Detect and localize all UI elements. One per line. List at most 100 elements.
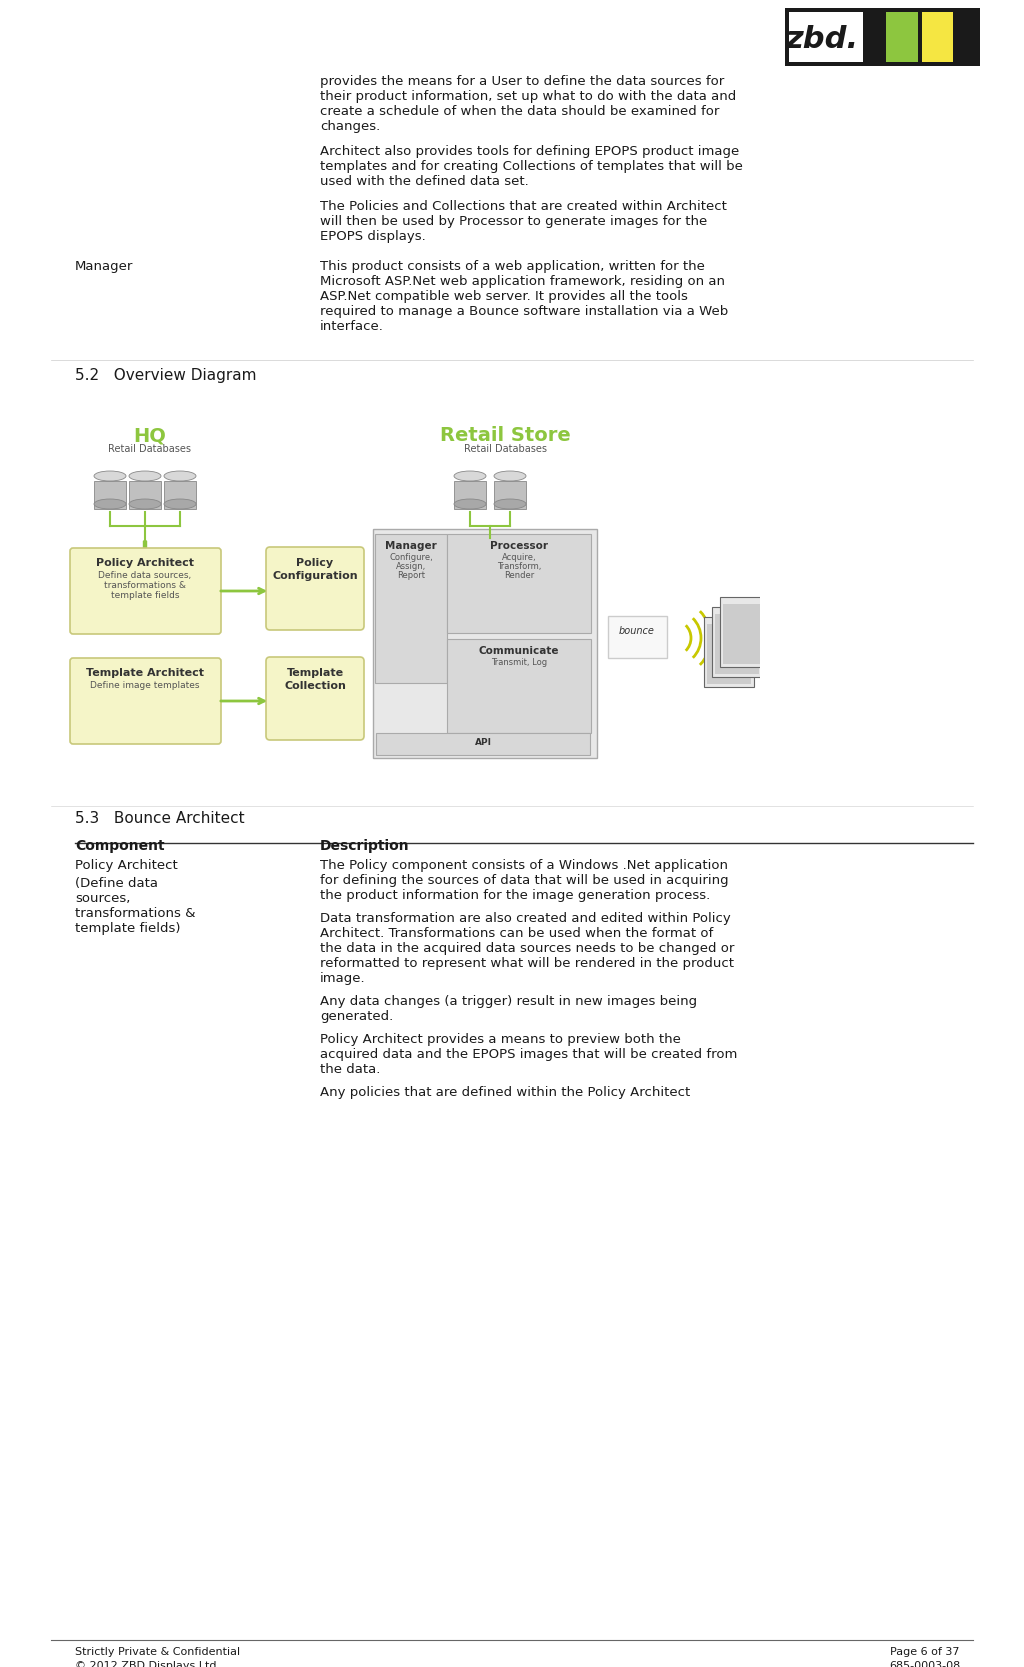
Text: Define data sources,: Define data sources, — [98, 572, 191, 580]
Text: Page 6 of 37: Page 6 of 37 — [891, 1647, 961, 1657]
Text: The Policies and Collections that are created within Architect: The Policies and Collections that are cr… — [319, 200, 727, 213]
Text: Architect. Transformations can be used when the format of: Architect. Transformations can be used w… — [319, 927, 714, 940]
Text: Configure,: Configure, — [389, 553, 433, 562]
Ellipse shape — [164, 472, 196, 482]
Text: create a schedule of when the data should be examined for: create a schedule of when the data shoul… — [319, 105, 720, 118]
FancyBboxPatch shape — [266, 547, 364, 630]
Text: ASP.Net compatible web server. It provides all the tools: ASP.Net compatible web server. It provid… — [319, 290, 688, 303]
Text: their product information, set up what to do with the data and: their product information, set up what t… — [319, 90, 736, 103]
Bar — [494, 482, 526, 508]
Text: Policy Architect: Policy Architect — [75, 859, 178, 872]
Text: acquired data and the EPOPS images that will be created from: acquired data and the EPOPS images that … — [319, 1049, 737, 1060]
Text: the data.: the data. — [319, 1064, 380, 1075]
FancyBboxPatch shape — [608, 617, 667, 658]
Bar — [715, 613, 759, 673]
Text: changes.: changes. — [319, 120, 380, 133]
Text: 685-0003-08: 685-0003-08 — [889, 1660, 961, 1667]
FancyBboxPatch shape — [376, 733, 590, 755]
Text: image.: image. — [319, 972, 366, 985]
Text: transformations &: transformations & — [104, 582, 186, 590]
Text: This product consists of a web application, written for the: This product consists of a web applicati… — [319, 260, 705, 273]
Text: required to manage a Bounce software installation via a Web: required to manage a Bounce software ins… — [319, 305, 728, 318]
FancyBboxPatch shape — [70, 548, 221, 633]
Text: Assign,: Assign, — [396, 562, 426, 572]
Text: HQ: HQ — [133, 427, 167, 445]
FancyBboxPatch shape — [266, 657, 364, 740]
Text: templates and for creating Collections of templates that will be: templates and for creating Collections o… — [319, 160, 742, 173]
Text: template fields: template fields — [111, 592, 179, 600]
Text: Template: Template — [287, 668, 344, 678]
Text: interface.: interface. — [319, 320, 384, 333]
Text: Retail Databases: Retail Databases — [464, 443, 547, 453]
FancyBboxPatch shape — [705, 617, 754, 687]
Bar — [94, 482, 126, 508]
Text: the product information for the image generation process.: the product information for the image ge… — [319, 889, 711, 902]
Text: sources,: sources, — [75, 892, 130, 905]
Text: Policy Architect: Policy Architect — [96, 558, 194, 568]
Text: Policy: Policy — [296, 558, 334, 568]
Ellipse shape — [129, 498, 161, 508]
Bar — [164, 482, 196, 508]
Text: 5.3   Bounce Architect: 5.3 Bounce Architect — [75, 812, 245, 827]
Text: reformatted to represent what will be rendered in the product: reformatted to represent what will be re… — [319, 957, 734, 970]
Text: EPOPS displays.: EPOPS displays. — [319, 230, 426, 243]
Ellipse shape — [494, 498, 526, 508]
Text: Any data changes (a trigger) result in new images being: Any data changes (a trigger) result in n… — [319, 995, 697, 1009]
FancyBboxPatch shape — [447, 533, 591, 633]
Text: transformations &: transformations & — [75, 907, 196, 920]
Text: bounce: bounce — [620, 627, 655, 637]
Text: provides the means for a User to define the data sources for: provides the means for a User to define … — [319, 75, 724, 88]
Text: The Policy component consists of a Windows .Net application: The Policy component consists of a Windo… — [319, 859, 728, 872]
Bar — [790, 12, 863, 62]
Text: template fields): template fields) — [75, 922, 180, 935]
Text: Policy Architect provides a means to preview both the: Policy Architect provides a means to pre… — [319, 1034, 681, 1045]
FancyBboxPatch shape — [375, 533, 447, 683]
Ellipse shape — [454, 472, 486, 482]
FancyBboxPatch shape — [70, 658, 221, 743]
Text: © 2012 ZBD Displays Ltd: © 2012 ZBD Displays Ltd — [75, 1660, 216, 1667]
FancyBboxPatch shape — [720, 597, 770, 667]
Text: Microsoft ASP.Net web application framework, residing on an: Microsoft ASP.Net web application framew… — [319, 275, 725, 288]
Text: Define image templates: Define image templates — [90, 682, 200, 690]
Text: Any policies that are defined within the Policy Architect: Any policies that are defined within the… — [319, 1085, 690, 1099]
Text: Transform,: Transform, — [497, 562, 542, 572]
Ellipse shape — [94, 498, 126, 508]
Bar — [454, 482, 486, 508]
Bar — [785, 8, 980, 67]
Text: 5.2   Overview Diagram: 5.2 Overview Diagram — [75, 368, 256, 383]
Text: (Define data: (Define data — [75, 877, 158, 890]
Text: used with the defined data set.: used with the defined data set. — [319, 175, 528, 188]
Text: Template Architect: Template Architect — [86, 668, 204, 678]
Bar — [707, 623, 751, 683]
FancyArrow shape — [486, 538, 494, 552]
Bar — [887, 12, 918, 62]
FancyBboxPatch shape — [373, 528, 597, 758]
Text: Description: Description — [319, 839, 410, 854]
Bar — [723, 603, 767, 663]
Text: will then be used by Processor to generate images for the: will then be used by Processor to genera… — [319, 215, 708, 228]
Ellipse shape — [494, 472, 526, 482]
Ellipse shape — [94, 472, 126, 482]
Text: zbd.: zbd. — [785, 25, 858, 53]
Text: Retail Databases: Retail Databases — [109, 443, 191, 453]
Text: Render: Render — [504, 572, 535, 580]
Bar — [129, 482, 161, 508]
Text: API: API — [474, 738, 492, 747]
FancyArrow shape — [141, 542, 150, 553]
Text: Retail Store: Retail Store — [439, 427, 570, 445]
Text: Transmit, Log: Transmit, Log — [490, 658, 547, 667]
Text: Data transformation are also created and edited within Policy: Data transformation are also created and… — [319, 912, 731, 925]
Text: Manager: Manager — [385, 542, 437, 552]
Text: Report: Report — [397, 572, 425, 580]
Ellipse shape — [454, 498, 486, 508]
FancyBboxPatch shape — [712, 607, 762, 677]
Text: Collection: Collection — [284, 682, 346, 692]
Text: Component: Component — [75, 839, 165, 854]
Ellipse shape — [164, 498, 196, 508]
Text: generated.: generated. — [319, 1010, 393, 1024]
Ellipse shape — [129, 472, 161, 482]
Text: Manager: Manager — [75, 260, 133, 273]
Text: Processor: Processor — [490, 542, 548, 552]
Text: for defining the sources of data that will be used in acquiring: for defining the sources of data that wi… — [319, 874, 729, 887]
Text: Configuration: Configuration — [272, 572, 357, 582]
